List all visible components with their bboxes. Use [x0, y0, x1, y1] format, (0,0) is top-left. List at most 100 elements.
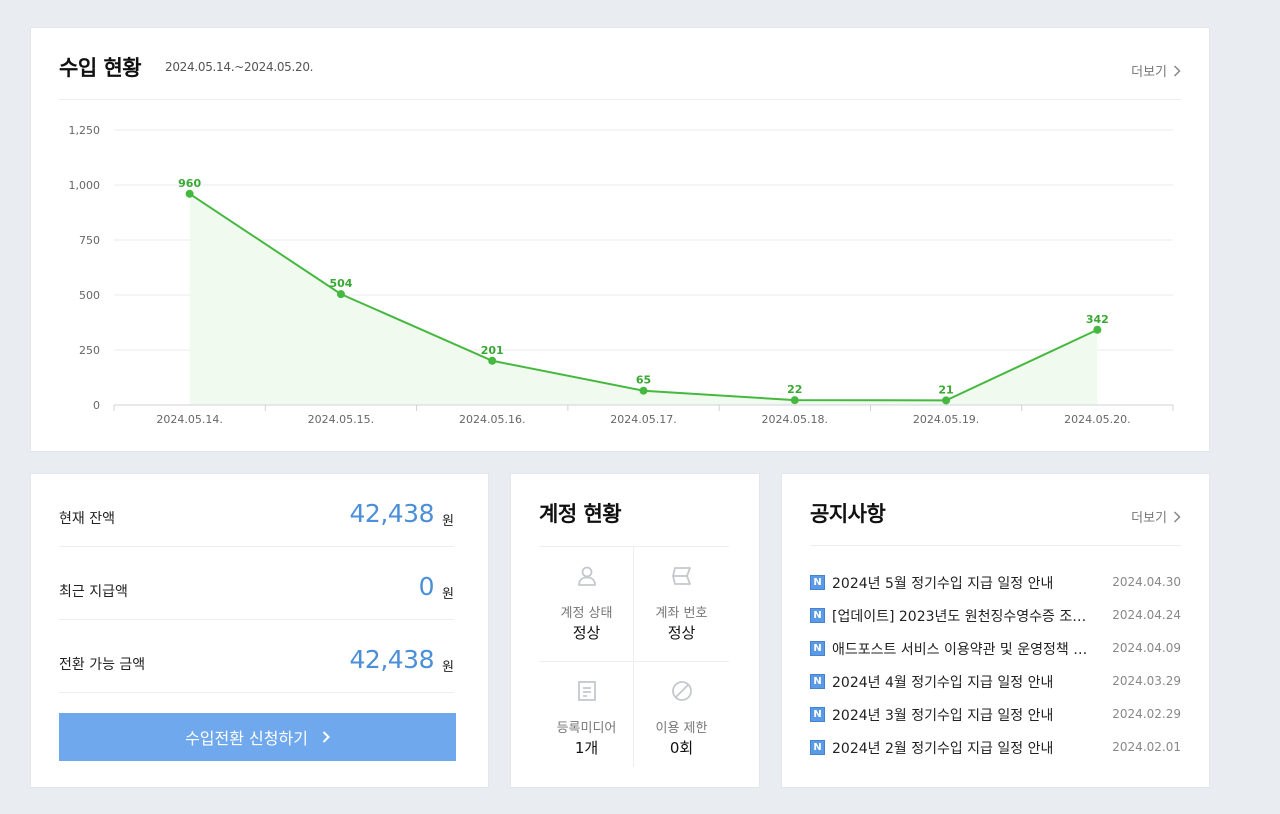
account-cell-label: 이용 제한: [655, 721, 708, 736]
data-label: 22: [787, 383, 802, 396]
notice-item-date: 2024.04.24: [1112, 608, 1181, 622]
balance-unit: 원: [442, 660, 454, 675]
data-point: [336, 290, 345, 299]
revenue-date-range: 2024.05.14.~2024.05.20.: [165, 60, 314, 74]
y-tick-label: 250: [79, 344, 100, 357]
apply-conversion-button[interactable]: 수입전환 신청하기: [59, 713, 456, 761]
account-bank-cell: 계좌 번호 정상: [634, 547, 729, 662]
notice-item[interactable]: N 애드포스트 서비스 이용약관 및 운영정책 개… 2024.04.09: [810, 632, 1181, 665]
notice-item-date: 2024.04.30: [1112, 575, 1181, 589]
data-point: [488, 356, 497, 365]
series-area: [189, 193, 1098, 405]
user-icon: [578, 566, 596, 586]
data-label: 342: [1086, 313, 1109, 326]
balance-unit: 원: [442, 587, 454, 602]
notice-item-title[interactable]: 2024년 2월 정기수입 지급 일정 안내: [832, 741, 1054, 757]
data-point: [185, 189, 194, 198]
notice-item-title[interactable]: 2024년 4월 정기수입 지급 일정 안내: [832, 675, 1054, 691]
revenue-header: 수입 현황 2024.05.14.~2024.05.20. 더보기: [59, 52, 1181, 100]
account-status-cell: 계정 상태 정상: [539, 547, 634, 662]
balance-label: 현재 잔액: [59, 511, 115, 527]
account-cell-value: 정상: [572, 624, 601, 642]
balance-label: 최근 지급액: [59, 584, 128, 600]
new-badge-icon: N: [810, 674, 825, 689]
x-tick-label: 2024.05.19.: [913, 413, 979, 426]
data-label: 201: [481, 344, 504, 357]
notice-item-date: 2024.04.09: [1112, 641, 1181, 655]
data-label: 504: [329, 277, 352, 290]
notice-more-label: 더보기: [1131, 511, 1167, 526]
chevron-right-icon: [322, 731, 330, 743]
new-badge-icon: N: [810, 641, 825, 656]
y-tick-label: 1,000: [69, 179, 101, 192]
notice-item-title[interactable]: [업데이트] 2023년도 원천징수영수증 조회 …: [832, 609, 1097, 625]
chevron-right-icon: [1173, 510, 1181, 523]
chevron-right-icon: [1173, 64, 1181, 77]
data-label: 21: [938, 383, 953, 396]
account-cell-label: 계정 상태: [560, 606, 613, 621]
notice-item[interactable]: N 2024년 4월 정기수입 지급 일정 안내 2024.03.29: [810, 665, 1181, 698]
divider: [539, 661, 729, 662]
notice-more-link[interactable]: 더보기: [1131, 507, 1181, 526]
y-tick-label: 0: [93, 399, 100, 412]
notice-card: 공지사항 더보기 N 2024년 5월 정기수입 지급 일정 안내 2024.0…: [781, 473, 1210, 788]
account-title: 계정 현황: [539, 502, 622, 526]
new-badge-icon: N: [810, 608, 825, 623]
x-tick-label: 2024.05.16.: [459, 413, 525, 426]
notice-item-title[interactable]: 2024년 3월 정기수입 지급 일정 안내: [832, 708, 1054, 724]
account-grid: 계정 상태 정상 계좌 번호 정상 등록미디어 1개 이용 제한: [539, 546, 729, 767]
account-restriction-cell: 이용 제한 0회: [634, 662, 729, 777]
y-tick-label: 750: [79, 234, 100, 247]
balance-value: 0: [418, 572, 435, 601]
balance-row-recent: 최근 지급액 0 원: [59, 547, 454, 620]
notice-title: 공지사항: [810, 502, 886, 526]
card-icon: [672, 567, 691, 585]
y-tick-label: 1,250: [69, 124, 101, 137]
new-badge-icon: N: [810, 575, 825, 590]
data-label: 65: [636, 374, 651, 387]
notice-header: 공지사항 더보기: [810, 498, 1181, 546]
x-tick-label: 2024.05.18.: [762, 413, 828, 426]
prohibited-icon: [672, 681, 692, 701]
notice-item-date: 2024.03.29: [1112, 674, 1181, 688]
divider: [633, 547, 634, 767]
revenue-more-label: 더보기: [1131, 65, 1167, 80]
data-point: [639, 386, 648, 395]
balance-value: 42,438: [349, 499, 435, 528]
data-label: 960: [178, 177, 201, 190]
balance-unit: 원: [442, 514, 454, 529]
balance-label: 전환 가능 금액: [59, 657, 146, 673]
x-tick-label: 2024.05.15.: [308, 413, 374, 426]
account-media-cell: 등록미디어 1개: [539, 662, 634, 777]
notice-item-title[interactable]: 2024년 5월 정기수입 지급 일정 안내: [832, 576, 1054, 592]
revenue-card: 수입 현황 2024.05.14.~2024.05.20. 더보기 0 250 50…: [30, 27, 1210, 452]
data-point: [1093, 325, 1102, 334]
notice-item-date: 2024.02.29: [1112, 707, 1181, 721]
balance-value: 42,438: [349, 645, 435, 674]
apply-conversion-label: 수입전환 신청하기: [185, 729, 308, 748]
account-card: 계정 현황 계정 상태 정상 계좌 번호 정상 등록미디어: [510, 473, 760, 788]
balance-row-current: 현재 잔액 42,438 원: [59, 474, 454, 547]
notice-item[interactable]: N 2024년 2월 정기수입 지급 일정 안내 2024.02.01: [810, 731, 1181, 764]
account-cell-label: 등록미디어: [556, 721, 617, 736]
notice-list: N 2024년 5월 정기수입 지급 일정 안내 2024.04.30 N [업…: [810, 566, 1181, 764]
new-badge-icon: N: [810, 707, 825, 722]
account-cell-value: 1개: [574, 739, 599, 757]
data-point: [790, 396, 799, 405]
y-tick-label: 500: [79, 289, 100, 302]
notice-item-title[interactable]: 애드포스트 서비스 이용약관 및 운영정책 개…: [832, 642, 1097, 658]
balance-row-convertible: 전환 가능 금액 42,438 원: [59, 620, 454, 693]
x-tick-label: 2024.05.17.: [610, 413, 676, 426]
account-cell-value: 정상: [667, 624, 696, 642]
document-icon: [578, 681, 596, 701]
notice-item[interactable]: N [업데이트] 2023년도 원천징수영수증 조회 … 2024.04.24: [810, 599, 1181, 632]
notice-item[interactable]: N 2024년 3월 정기수입 지급 일정 안내 2024.02.29: [810, 698, 1181, 731]
x-tick-label: 2024.05.20.: [1064, 413, 1130, 426]
revenue-chart: 0 250 500 750 1,000 1,250 2024.05.14. 2024.05.1…: [69, 124, 1174, 426]
revenue-more-link[interactable]: 더보기: [1131, 61, 1181, 80]
account-cell-label: 계좌 번호: [655, 606, 708, 621]
x-tick-label: 2024.05.14.: [156, 413, 222, 426]
notice-item-date: 2024.02.01: [1112, 740, 1181, 754]
notice-item[interactable]: N 2024년 5월 정기수입 지급 일정 안내 2024.04.30: [810, 566, 1181, 599]
balance-card: 현재 잔액 42,438 원 최근 지급액 0 원 전환 가능 금액 42,43…: [30, 473, 489, 788]
